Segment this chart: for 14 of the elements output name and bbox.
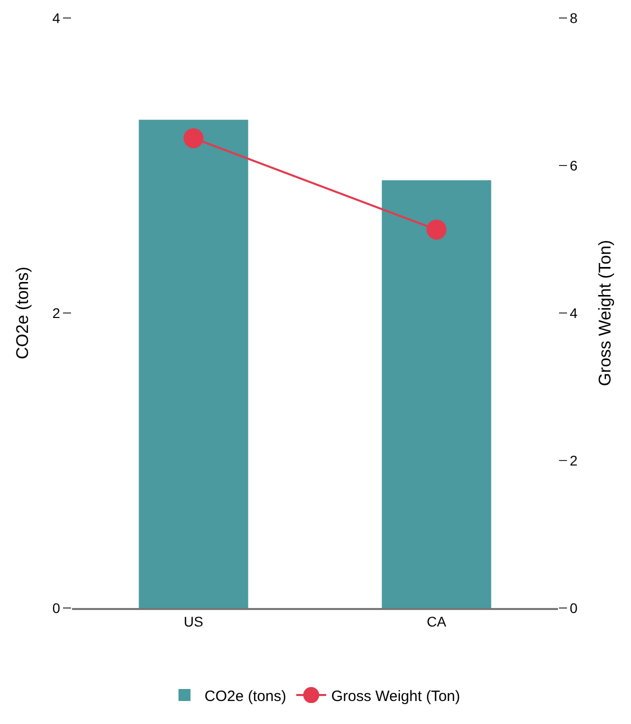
y2-axis-title: Gross Weight (Ton)	[596, 240, 614, 386]
legend-label: Gross Weight (Ton)	[331, 688, 460, 705]
x-tick-label: CA	[426, 614, 447, 630]
y-tick-label: 0	[52, 600, 60, 616]
legend-label: CO2e (tons)	[204, 688, 286, 705]
y2-tick-label: 6	[570, 157, 578, 174]
y2-tick-label: 8	[570, 10, 578, 26]
y-tick-label: 4	[52, 10, 60, 26]
y-axis-title: CO2e (tons)	[13, 266, 32, 360]
y2-tick-label: 0	[570, 600, 578, 616]
y2-tick-label: 2	[570, 452, 578, 468]
y2-tick-label: 4	[570, 304, 578, 321]
y-tick-label: 2	[52, 304, 60, 321]
x-tick-label: US	[184, 614, 204, 630]
